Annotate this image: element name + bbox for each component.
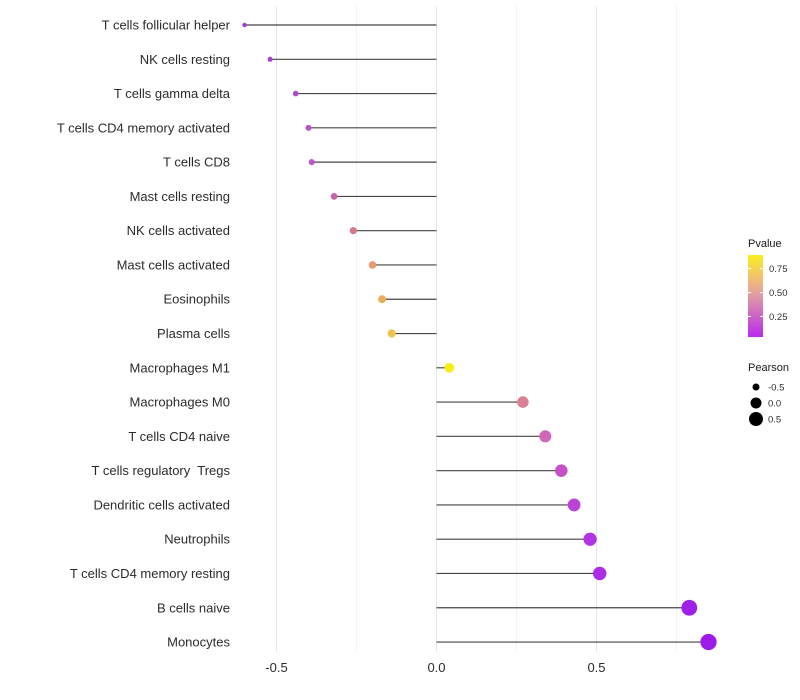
y-axis-label: NK cells activated bbox=[127, 223, 230, 238]
lollipop-row: NK cells activated bbox=[127, 223, 437, 238]
pearson-size-label: -0.5 bbox=[768, 383, 784, 394]
data-point bbox=[292, 90, 299, 97]
data-point bbox=[567, 498, 581, 512]
y-axis-label: Macrophages M1 bbox=[130, 360, 230, 375]
lollipop-row: T cells CD4 naive bbox=[128, 429, 552, 444]
y-axis-label: Neutrophils bbox=[164, 532, 230, 547]
pearson-size-label: 0.5 bbox=[768, 415, 781, 426]
pvalue-tick-label: 0.25 bbox=[769, 312, 788, 323]
pvalue-colorbar bbox=[748, 255, 763, 337]
y-axis-label: T cells CD4 memory activated bbox=[57, 120, 230, 135]
lollipop-row: Mast cells activated bbox=[117, 257, 437, 272]
y-axis-label: T cells regulatory Tregs bbox=[92, 463, 231, 478]
pearson-size-dot bbox=[749, 412, 763, 426]
lollipop-row: Dendritic cells activated bbox=[93, 497, 581, 512]
data-point bbox=[349, 227, 357, 235]
data-point bbox=[539, 430, 552, 443]
y-axis-label: B cells naive bbox=[157, 600, 230, 615]
lollipop-row: T cells CD4 memory activated bbox=[57, 120, 437, 135]
data-point bbox=[267, 56, 273, 62]
lollipop-row: Plasma cells bbox=[157, 326, 437, 341]
y-axis-label: T cells CD8 bbox=[163, 155, 230, 170]
lollipop-row: T cells CD4 memory resting bbox=[70, 566, 607, 581]
y-axis-label: Mast cells activated bbox=[117, 257, 230, 272]
data-point bbox=[583, 532, 597, 546]
y-axis-label: NK cells resting bbox=[140, 52, 230, 67]
data-point bbox=[592, 566, 607, 581]
y-axis-label: Macrophages M0 bbox=[130, 395, 230, 410]
y-axis-label: Plasma cells bbox=[157, 326, 230, 341]
pvalue-legend-title: Pvalue bbox=[748, 238, 782, 250]
data-point bbox=[444, 362, 455, 373]
pvalue-tick-label: 0.75 bbox=[769, 264, 788, 275]
lollipop-row: T cells CD8 bbox=[163, 155, 437, 170]
data-point bbox=[517, 396, 529, 408]
x-axis-tick-label: 0.5 bbox=[587, 660, 605, 675]
y-axis-label: Dendritic cells activated bbox=[93, 497, 230, 512]
pearson-legend-title: Pearson bbox=[748, 362, 789, 374]
x-axis-tick-label: 0.0 bbox=[427, 660, 445, 675]
y-axis-label: Mast cells resting bbox=[130, 189, 230, 204]
data-point bbox=[378, 295, 387, 304]
y-axis-label: T cells follicular helper bbox=[102, 18, 231, 33]
lollipop-row: NK cells resting bbox=[140, 52, 437, 67]
pearson-size-dot bbox=[750, 397, 762, 409]
y-axis-label: Monocytes bbox=[167, 635, 230, 650]
lollipop-row: Neutrophils bbox=[164, 532, 597, 547]
lollipop-row: T cells regulatory Tregs bbox=[92, 463, 568, 478]
lollipop-row: Macrophages M1 bbox=[130, 360, 455, 375]
data-point bbox=[387, 329, 396, 338]
lollipop-row: Monocytes bbox=[167, 633, 717, 651]
lollipop-row: T cells follicular helper bbox=[102, 18, 437, 33]
data-point bbox=[305, 124, 312, 131]
lollipop-row: Eosinophils bbox=[164, 292, 437, 307]
pvalue-tick-label: 0.50 bbox=[769, 288, 788, 299]
y-axis-label: T cells CD4 memory resting bbox=[70, 566, 230, 581]
data-point bbox=[242, 22, 247, 28]
x-axis-tick-label: -0.5 bbox=[265, 660, 287, 675]
lollipop-row: T cells gamma delta bbox=[114, 86, 437, 101]
data-point bbox=[700, 633, 717, 651]
pearson-size-dot bbox=[752, 383, 760, 391]
data-point bbox=[555, 464, 568, 477]
y-axis-label: T cells gamma delta bbox=[114, 86, 231, 101]
lollipop-row: B cells naive bbox=[157, 599, 698, 616]
y-axis-label: Eosinophils bbox=[164, 292, 231, 307]
lollipop-row: Macrophages M0 bbox=[130, 395, 529, 410]
data-point bbox=[368, 261, 377, 269]
pearson-size-label: 0.0 bbox=[768, 399, 781, 410]
data-point bbox=[330, 193, 338, 200]
data-point bbox=[681, 599, 698, 616]
data-point bbox=[308, 159, 315, 166]
lollipop-row: Mast cells resting bbox=[130, 189, 437, 204]
y-axis-label: T cells CD4 naive bbox=[128, 429, 230, 444]
